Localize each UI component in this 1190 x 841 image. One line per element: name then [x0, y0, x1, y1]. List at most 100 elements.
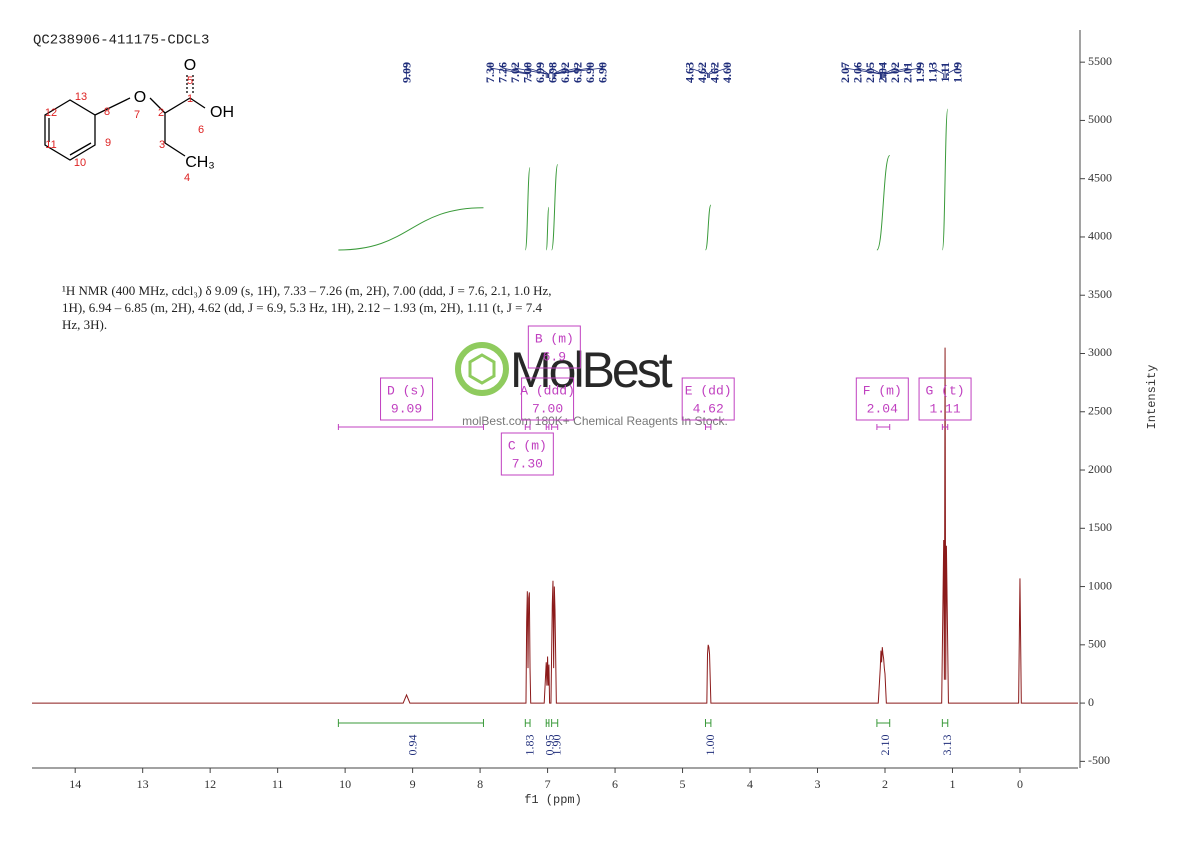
- integral-curve: [704, 204, 712, 251]
- peak-label: 6.99: [533, 62, 547, 83]
- molecule: [44, 74, 206, 161]
- peak-connector: [869, 64, 883, 78]
- integral-curve: [338, 207, 484, 251]
- atom-number: 9: [105, 137, 111, 149]
- peak-label: 2.06: [850, 62, 864, 83]
- atom-number: 7: [134, 109, 140, 121]
- x-axis-label: f1 (ppm): [524, 793, 582, 807]
- multiplet-bracket: [545, 424, 550, 430]
- integral-curve: [876, 155, 891, 251]
- x-tick-label: 4: [747, 777, 753, 791]
- x-tick-label: 10: [339, 777, 351, 791]
- multiplet-bracket: [704, 424, 712, 430]
- multiplet-shift: 9.09: [391, 401, 422, 416]
- x-tick-label: 12: [204, 777, 216, 791]
- integral-label: 1.00: [703, 735, 717, 756]
- double-bond: [186, 74, 194, 93]
- peak-label: 6.92: [570, 62, 584, 83]
- integral-curve: [524, 167, 531, 251]
- peak-connector: [514, 64, 547, 78]
- peak-connector: [883, 64, 909, 78]
- multiplet-bracket: [337, 424, 484, 430]
- y-tick-label: 5000: [1088, 112, 1112, 126]
- x-tick-label: 14: [69, 777, 81, 791]
- multiplet-box: [918, 377, 972, 421]
- integral-curve: [551, 164, 559, 251]
- peak-label: 2.05: [863, 62, 877, 83]
- y-tick-label: 4000: [1088, 229, 1112, 243]
- peak-connector: [709, 64, 728, 78]
- x-tick-label: 7: [545, 777, 551, 791]
- peak-connector: [502, 64, 531, 78]
- integral-label: 2.10: [878, 735, 892, 756]
- peak-label: 7.30: [483, 62, 497, 83]
- peak-connector: [885, 64, 921, 78]
- x-tick-label: 8: [477, 777, 483, 791]
- peak-label: 4.62: [695, 62, 709, 83]
- multiplet-shift: 7.30: [512, 456, 543, 471]
- logo-ring: [455, 342, 509, 396]
- y-tick-label: 4500: [1088, 170, 1112, 184]
- y-tick-label: 1500: [1088, 520, 1112, 534]
- x-tick-label: 9: [410, 777, 416, 791]
- y-tick-label: 3000: [1088, 345, 1112, 359]
- atom-label: O: [184, 57, 196, 74]
- integral-curve: [545, 206, 550, 251]
- atom-number: 6: [198, 124, 204, 136]
- y-tick-label: 3500: [1088, 287, 1112, 301]
- x-tick-label: 6: [612, 777, 618, 791]
- multiplet-bracket: [551, 424, 559, 430]
- spectrum: [32, 347, 1078, 704]
- integral-bracket: [876, 719, 891, 727]
- integral-bracket: [524, 719, 531, 727]
- multiplet-box: [527, 325, 581, 369]
- integral-label: 0.94: [406, 735, 420, 756]
- description-line: 1H), 6.94 – 6.85 (m, 2H), 4.62 (dd, J = …: [62, 300, 542, 315]
- peak-label: 1.09: [950, 62, 964, 83]
- multiplet-box: [681, 377, 735, 421]
- multiplet-box: [380, 377, 434, 421]
- peak-label: 2.01: [900, 62, 914, 83]
- watermark-brand: MolBest: [510, 342, 673, 398]
- atom-label: OH: [210, 104, 234, 121]
- atom-number: 13: [75, 91, 87, 103]
- peak-connector: [552, 64, 578, 78]
- multiplet-box: [521, 377, 575, 421]
- integral-label: 3.13: [940, 735, 954, 756]
- x-tick-label: 13: [137, 777, 149, 791]
- peak-connector: [844, 64, 881, 78]
- description-line: Hz, 3H).: [62, 317, 107, 332]
- atom-number: 4: [184, 172, 190, 184]
- atom-number: 8: [104, 106, 110, 118]
- description-line: ¹H NMR (400 MHz, cdcl₃) δ 9.09 (s, 1H), …: [62, 283, 551, 298]
- multiplet-shift: 4.62: [693, 401, 724, 416]
- multiplet-label: F (m): [863, 383, 902, 398]
- multiplet-shift: 2.04: [867, 401, 898, 416]
- y-tick-label: -500: [1088, 753, 1110, 767]
- peak-connector: [553, 64, 603, 78]
- integral-bracket: [337, 719, 484, 727]
- multiplet-bracket: [524, 424, 531, 430]
- multiplet-shift: 7.00: [532, 401, 563, 416]
- atom-number: 10: [74, 157, 86, 169]
- peak-connector: [932, 64, 945, 78]
- multiplet-label: E (dd): [685, 383, 732, 398]
- x-tick-label: 2: [882, 777, 888, 791]
- multiplet-label: A (ddd): [520, 383, 575, 398]
- x-tick-label: 11: [272, 777, 284, 791]
- atom-label: CH₃: [185, 154, 215, 171]
- multiplet-label: B (m): [535, 331, 574, 346]
- peak-label: 6.90: [595, 62, 609, 83]
- peak-label: 6.90: [583, 62, 597, 83]
- peak-connector: [857, 64, 882, 78]
- peak-connector: [883, 64, 896, 78]
- integral-bracket: [545, 719, 550, 727]
- chart-title: QC238906-411175-CDCL3: [33, 33, 209, 49]
- multiplet-box: [855, 377, 909, 421]
- x-tick-label: 5: [680, 777, 686, 791]
- peak-label: 2.07: [838, 62, 852, 83]
- y-tick-label: 500: [1088, 637, 1106, 651]
- multiplet-label: G (t): [926, 383, 965, 398]
- peak-connector: [539, 64, 549, 78]
